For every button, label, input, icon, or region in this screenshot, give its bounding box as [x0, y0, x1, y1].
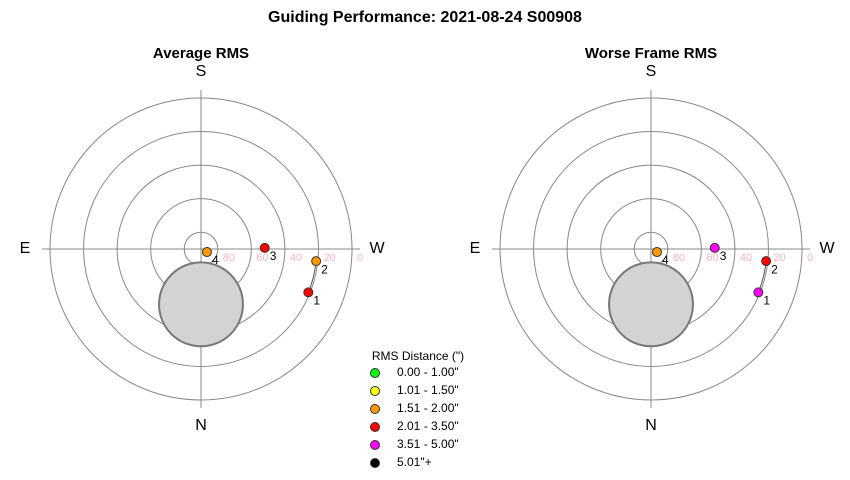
- legend-swatch: [370, 404, 380, 414]
- r-tick-label: 0: [357, 252, 363, 264]
- legend-swatch: [370, 422, 380, 432]
- page-title: Guiding Performance: 2021-08-24 S00908: [268, 9, 582, 26]
- r-tick-label: 40: [740, 252, 752, 264]
- subplot-title: Average RMS: [153, 45, 249, 62]
- subplot-title: Worse Frame RMS: [585, 45, 717, 62]
- point: [709, 242, 720, 253]
- point-label: 4: [662, 253, 669, 267]
- moon: [158, 261, 244, 348]
- legend-swatch: [370, 368, 380, 378]
- point-label: 2: [771, 262, 778, 276]
- point: [311, 256, 322, 267]
- point-label: 1: [763, 294, 770, 308]
- legend-label: 5.01"+: [397, 455, 432, 469]
- direction-label: E: [20, 240, 31, 257]
- r-tick-label: 60: [706, 252, 718, 264]
- track: [307, 261, 317, 293]
- r-tick-label: 60: [256, 252, 268, 264]
- r-tick-label: 20: [773, 252, 785, 264]
- r-tick-label: 20: [323, 252, 335, 264]
- legend-label: 2.01 - 3.50": [397, 419, 459, 433]
- direction-label: S: [646, 63, 657, 80]
- point-label: 3: [270, 249, 277, 263]
- r-tick-label: 80: [223, 252, 235, 264]
- r-tick-label: 0: [807, 252, 813, 264]
- legend-label: 0.00 - 1.00": [397, 365, 459, 379]
- point-label: 2: [321, 262, 328, 276]
- direction-label: N: [195, 417, 207, 434]
- legend-swatch: [370, 440, 380, 450]
- direction-label: S: [196, 63, 207, 80]
- track: [757, 261, 767, 293]
- legend-swatch: [370, 458, 380, 468]
- moon: [608, 261, 694, 348]
- point-label: 4: [212, 253, 219, 267]
- direction-label: W: [819, 240, 835, 257]
- r-tick-label: 40: [290, 252, 302, 264]
- legend-label: 1.01 - 1.50": [397, 383, 459, 397]
- point: [651, 247, 662, 258]
- direction-label: E: [470, 240, 481, 257]
- legend-swatch: [370, 386, 380, 396]
- point: [303, 287, 314, 298]
- legend-label: 3.51 - 5.00": [397, 437, 459, 451]
- legend-title: RMS Distance ("): [372, 349, 464, 363]
- point-label: 1: [313, 294, 320, 308]
- legend-label: 1.51 - 2.00": [397, 401, 459, 415]
- point: [201, 247, 212, 258]
- point: [259, 242, 270, 253]
- point-label: 3: [720, 249, 727, 263]
- direction-label: W: [369, 240, 385, 257]
- direction-label: N: [645, 417, 657, 434]
- point: [753, 287, 764, 298]
- r-tick-label: 80: [673, 252, 685, 264]
- point: [761, 256, 772, 267]
